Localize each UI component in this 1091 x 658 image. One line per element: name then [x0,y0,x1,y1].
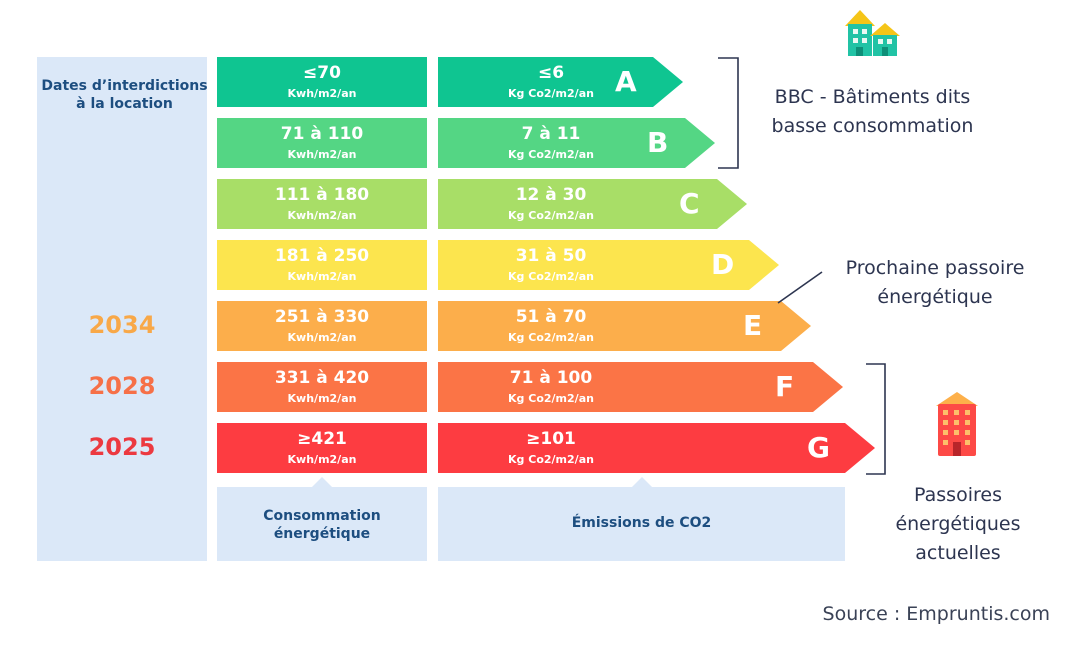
class-letter-d: D [711,248,735,281]
building-icon [936,392,978,456]
arrow-shape [438,57,683,107]
emissions-value: 71 à 100 [509,368,593,388]
emissions-unit: Kg Co2/m2/an [508,270,594,283]
energy-value: ≥421 [297,429,347,449]
emissions-value: ≥101 [526,429,576,449]
emissions-unit: Kg Co2/m2/an [508,148,594,161]
energy-value: 331 à 420 [274,368,370,388]
class-letter-e: E [743,309,763,342]
energy-bar-d: 181 à 250 Kwh/m2/an [217,240,427,290]
energy-bar-c: 111 à 180 Kwh/m2/an [217,179,427,229]
energy-bar-a: ≤70 Kwh/m2/an [217,57,427,107]
energy-value: 181 à 250 [274,246,370,266]
class-letter-a: A [615,65,637,98]
energy-value: 71 à 110 [280,124,364,144]
current-bracket [866,363,886,475]
bbc-bracket [718,57,739,169]
energy-unit: Kwh/m2/an [287,209,357,222]
arrow-shape [438,423,875,473]
energy-legend-panel [217,487,427,561]
emissions-value: 31 à 50 [515,246,587,266]
emissions-value: 12 à 30 [515,185,587,205]
arrow-shape [438,240,779,290]
ban-year-2025: 2025 [88,433,156,461]
energy-unit: Kwh/m2/an [287,392,357,405]
source-credit: Source : Empruntis.com [822,603,1050,625]
emissions-arrow-d: 31 à 50 Kg Co2/m2/an D [438,240,779,290]
emissions-unit: Kg Co2/m2/an [508,331,594,344]
arrow-shape [438,362,843,412]
energy-value: 111 à 180 [274,185,370,205]
energy-value: 251 à 330 [274,307,370,327]
class-letter-c: C [679,187,700,220]
emissions-arrow-c: 12 à 30 Kg Co2/m2/an C [438,179,747,229]
arrow-shape [438,179,747,229]
energy-bar-g: ≥421 Kwh/m2/an [217,423,427,473]
energy-bar-f: 331 à 420 Kwh/m2/an [217,362,427,412]
houses-icon [845,10,900,56]
emissions-value: 51 à 70 [515,307,587,327]
emissions-legend-panel [438,487,845,561]
emissions-unit: Kg Co2/m2/an [508,209,594,222]
class-letter-f: F [775,370,795,403]
emissions-arrow-b: 7 à 11 Kg Co2/m2/an B [438,118,715,168]
class-letter-g: G [807,431,830,464]
emissions-value: ≤6 [537,63,565,83]
next-connector [777,271,823,304]
arrow-shape [438,118,715,168]
energy-value: ≤70 [303,63,341,83]
emissions-legend-label: Émissions de CO2 [571,515,712,531]
ban-year-2034: 2034 [88,311,156,339]
emissions-unit: Kg Co2/m2/an [508,392,594,405]
energy-legend-label: Consommation énergétique [263,508,381,542]
class-letter-b: B [647,126,669,159]
energy-legend-pointer [312,477,332,487]
energy-unit: Kwh/m2/an [287,270,357,283]
energy-unit: Kwh/m2/an [287,87,357,100]
emissions-unit: Kg Co2/m2/an [508,453,594,466]
next-sieve-annotation: Prochaine passoire énergétique [845,257,1025,308]
current-sieves-annotation: Passoires énergétiques actuelles [895,484,1021,564]
emissions-arrow-g: ≥101 Kg Co2/m2/an G [438,423,875,473]
dates-column [37,57,207,561]
ban-year-2028: 2028 [88,372,156,400]
emissions-arrow-f: 71 à 100 Kg Co2/m2/an F [438,362,843,412]
arrow-shape [438,301,811,351]
emissions-unit: Kg Co2/m2/an [508,87,594,100]
energy-bar-b: 71 à 110 Kwh/m2/an [217,118,427,168]
energy-unit: Kwh/m2/an [287,148,357,161]
energy-unit: Kwh/m2/an [287,331,357,344]
emissions-legend-pointer [632,477,652,487]
emissions-arrow-e: 51 à 70 Kg Co2/m2/an E [438,301,811,351]
emissions-value: 7 à 11 [521,124,581,144]
energy-unit: Kwh/m2/an [287,453,357,466]
energy-bar-e: 251 à 330 Kwh/m2/an [217,301,427,351]
dates-header: Dates d’interdictions à la location [41,78,208,112]
emissions-arrow-a: ≤6 Kg Co2/m2/an A [438,57,683,107]
bbc-annotation: BBC - Bâtiments dits basse consommation [771,86,974,137]
